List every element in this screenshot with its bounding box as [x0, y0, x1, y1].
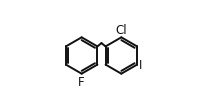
Text: I: I [138, 59, 142, 71]
Text: F: F [78, 75, 85, 88]
Text: Cl: Cl [116, 24, 127, 37]
